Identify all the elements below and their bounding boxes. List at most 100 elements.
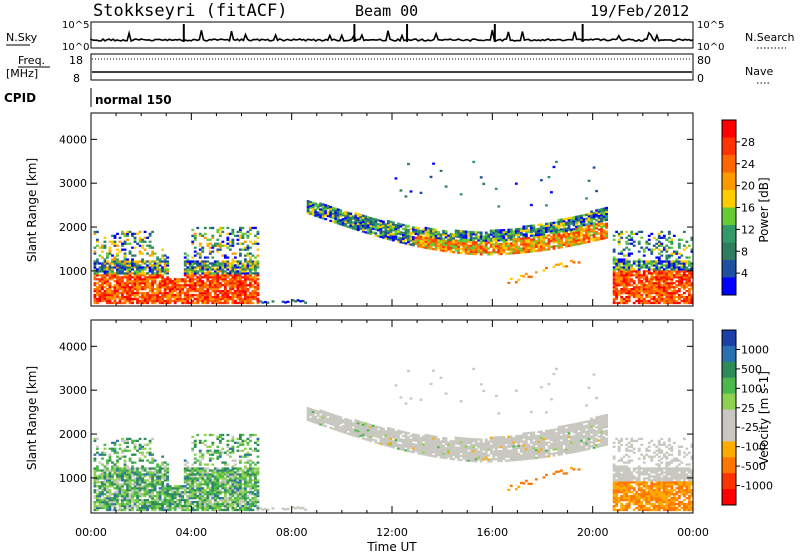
- power-cell: [522, 251, 526, 254]
- velocity-cell: [156, 506, 160, 510]
- power-cell: [236, 230, 240, 234]
- velocity-cell: [188, 481, 192, 484]
- power-cell: [580, 238, 583, 241]
- power-cell: [141, 280, 144, 283]
- power-cell: [534, 241, 538, 245]
- velocity-cell: [244, 481, 247, 484]
- velocity-cell: [131, 441, 134, 444]
- power-cell: [602, 237, 606, 240]
- power-cell: [186, 280, 190, 283]
- power-cell: [657, 278, 661, 281]
- power-cell: [211, 244, 215, 247]
- velocity-cell: [153, 508, 157, 512]
- power-cell: [605, 222, 609, 225]
- velocity-cell: [191, 469, 195, 472]
- power-cell: [560, 224, 563, 227]
- velocity-cell: [131, 465, 134, 468]
- power-cell: [399, 223, 403, 226]
- power-cell: [524, 225, 528, 228]
- power-cell: [108, 272, 112, 275]
- power-cell: [687, 295, 691, 299]
- power-cell: [236, 264, 240, 267]
- power-cell: [171, 282, 175, 285]
- power-cell: [665, 244, 669, 247]
- velocity-cell: [131, 489, 134, 492]
- power-cell: [111, 286, 114, 289]
- power-cell: [101, 297, 104, 301]
- power-cell: [612, 248, 616, 251]
- power-cell: [143, 236, 147, 239]
- power-cell: [136, 260, 139, 263]
- power-cell: [622, 301, 626, 305]
- velocity-cell: [128, 506, 132, 510]
- power-cell: [665, 250, 669, 253]
- power-cell: [690, 238, 693, 241]
- power-cell: [675, 276, 679, 279]
- power-cell: [111, 289, 114, 293]
- velocity-cell: [118, 489, 122, 492]
- velocity-cell: [116, 498, 119, 502]
- power-cell: [133, 293, 137, 297]
- velocity-cell: [223, 504, 227, 508]
- power-cell: [660, 262, 664, 265]
- power-cell: [311, 207, 315, 211]
- velocity-cell: [211, 475, 215, 478]
- power-cell: [334, 213, 338, 216]
- power-cell: [306, 204, 310, 207]
- velocity-cell: [118, 475, 122, 478]
- velocity-cell: [218, 493, 222, 496]
- power-cell: [346, 213, 350, 217]
- power-cell: [602, 235, 606, 238]
- power-cell: [138, 252, 142, 255]
- power-cell: [487, 237, 491, 240]
- velocity-cell: [138, 451, 142, 454]
- velocity-cell: [213, 504, 217, 508]
- power-cell: [392, 235, 395, 238]
- power-cell: [489, 231, 493, 234]
- velocity-cell: [126, 498, 129, 502]
- velocity-cell: [231, 447, 235, 450]
- power-cell: [422, 230, 425, 233]
- power-cell: [371, 219, 375, 222]
- power-cell: [133, 288, 137, 291]
- power-cell: [687, 284, 691, 287]
- power-cell: [141, 258, 144, 261]
- power-cell: [233, 278, 237, 281]
- power-cell: [492, 235, 496, 238]
- power-cell: [545, 230, 548, 233]
- velocity-cell: [231, 481, 235, 484]
- power-cell: [552, 227, 556, 230]
- power-cell: [472, 246, 476, 250]
- power-cell: [529, 232, 533, 235]
- power-cell: [617, 238, 621, 241]
- velocity-cell: [121, 495, 124, 498]
- power-cell: [572, 243, 576, 247]
- power-cell: [592, 211, 596, 215]
- velocity-cell: [118, 485, 122, 488]
- power-cell: [632, 262, 636, 265]
- velocity-cell: [218, 491, 222, 494]
- power-cell: [590, 222, 593, 225]
- power-cell: [118, 266, 122, 269]
- power-cell: [657, 284, 661, 287]
- nsearch-label: N.Search: [745, 31, 795, 44]
- power-cell: [590, 212, 593, 215]
- power-cell: [226, 297, 230, 301]
- velocity-cell: [196, 496, 200, 500]
- power-cell: [467, 248, 471, 251]
- power-cell: [502, 229, 506, 232]
- power-cell: [477, 235, 481, 238]
- velocity-cell: [111, 493, 114, 496]
- velocity-cell: [136, 508, 139, 512]
- power-cell: [640, 246, 644, 249]
- power-cell: [231, 258, 235, 261]
- power-cell: [617, 301, 621, 305]
- velocity-cell: [186, 502, 190, 506]
- power-cell: [469, 238, 473, 242]
- velocity-cell: [113, 441, 117, 444]
- power-cell: [341, 220, 345, 223]
- power-cell: [592, 213, 596, 217]
- power-cell: [570, 232, 573, 235]
- power-cell: [103, 291, 107, 295]
- power-cell: [592, 237, 596, 240]
